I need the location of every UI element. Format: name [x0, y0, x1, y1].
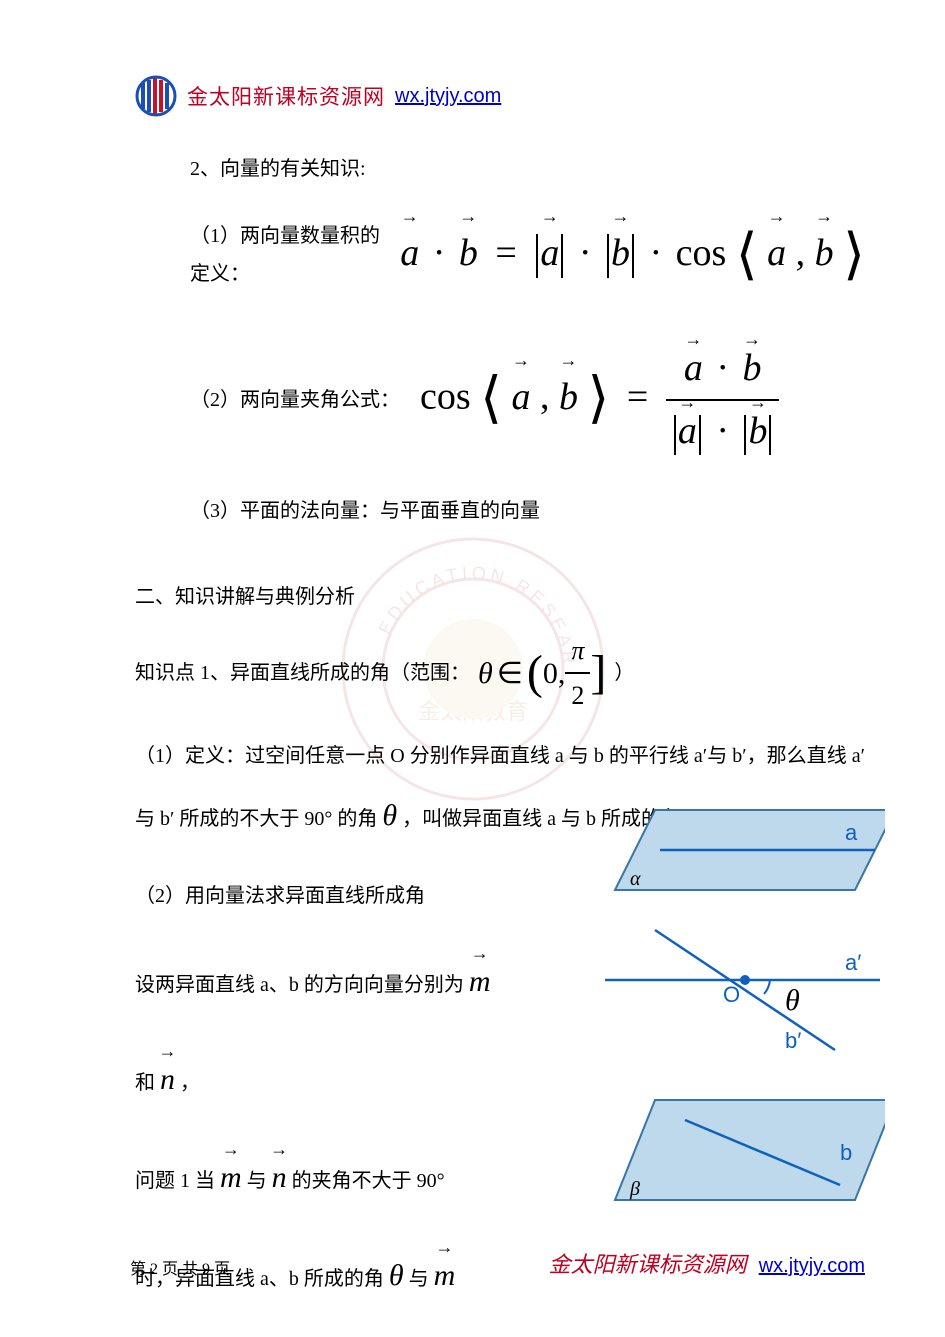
formula-row-1: （1）两向量数量积的定义： →a · →b = →a · →b · cos ⟨ …	[190, 202, 865, 308]
section-two-title: 二、知识讲解与典例分析	[135, 580, 865, 609]
site-url-link[interactable]: wx.jtyjy.com	[395, 85, 501, 108]
page: EDUCATION RESEARCH 金太阳教育 金太阳新课标资源网 wx.jt…	[0, 0, 945, 1337]
method2-line1: 设两异面直线 a、b 的方向向量分别为 →m	[135, 938, 545, 1018]
angle-arc	[764, 980, 770, 994]
label-b: b	[840, 1140, 852, 1165]
label-b-prime: b′	[785, 1028, 801, 1053]
section-2-title: 2、向量的有关知识:	[190, 150, 865, 188]
page-number: 第 2 页 共 9 页	[130, 1255, 230, 1279]
formula-angle: cos ⟨ →a , →b ⟩ = →a · →b →a ·	[420, 338, 779, 462]
label-alpha: α	[630, 868, 641, 890]
label-o: O	[723, 982, 740, 1007]
label-a-prime: a′	[845, 950, 861, 975]
kp1-prefix: 知识点 1、异面直线所成的角（范围：	[135, 654, 470, 692]
skew-lines-diagram: a α O a′ b′ θ b β	[575, 800, 885, 1220]
formula3-label: （3）平面的法向量：与平面垂直的向量	[190, 492, 865, 530]
page-footer: 第 2 页 共 9 页 金太阳新课标资源网 wx.jtyjy.com	[130, 1247, 865, 1279]
formula-row-2: （2）两向量夹角公式： cos ⟨ →a , →b ⟩ = →a · →b	[190, 338, 865, 462]
footer-site-title: 金太阳新课标资源网	[549, 1252, 747, 1277]
page-header: 金太阳新课标资源网 wx.jtyjy.com	[135, 75, 501, 117]
method2-q1: 问题 1 当 →m 与 →n 的夹角不大于 90°	[135, 1134, 545, 1214]
formula1-label: （1）两向量数量积的定义：	[190, 217, 380, 293]
label-theta: θ	[785, 984, 800, 1017]
label-beta: β	[629, 1178, 640, 1200]
method2-title: （2）用向量法求异面直线所成角	[135, 872, 545, 920]
label-a: a	[845, 820, 858, 845]
logo-icon	[135, 75, 177, 117]
formula2-label: （2）两向量夹角公式：	[190, 381, 400, 419]
line-b-prime	[655, 930, 835, 1050]
footer-site-url[interactable]: wx.jtyjy.com	[759, 1255, 865, 1277]
formula-dot-product: →a · →b = →a · →b · cos ⟨ →a , →b ⟩	[400, 202, 865, 308]
point-o-dot	[740, 975, 750, 985]
site-title: 金太阳新课标资源网	[187, 81, 385, 111]
kp1-suffix: ）	[614, 654, 634, 692]
footer-right: 金太阳新课标资源网 wx.jtyjy.com	[549, 1247, 865, 1279]
kp1-heading: 知识点 1、异面直线所成的角（范围： θ ∈ ( 0 , π 2 ] ）	[135, 629, 865, 717]
method2-line2: 和 →n ，	[135, 1036, 545, 1116]
